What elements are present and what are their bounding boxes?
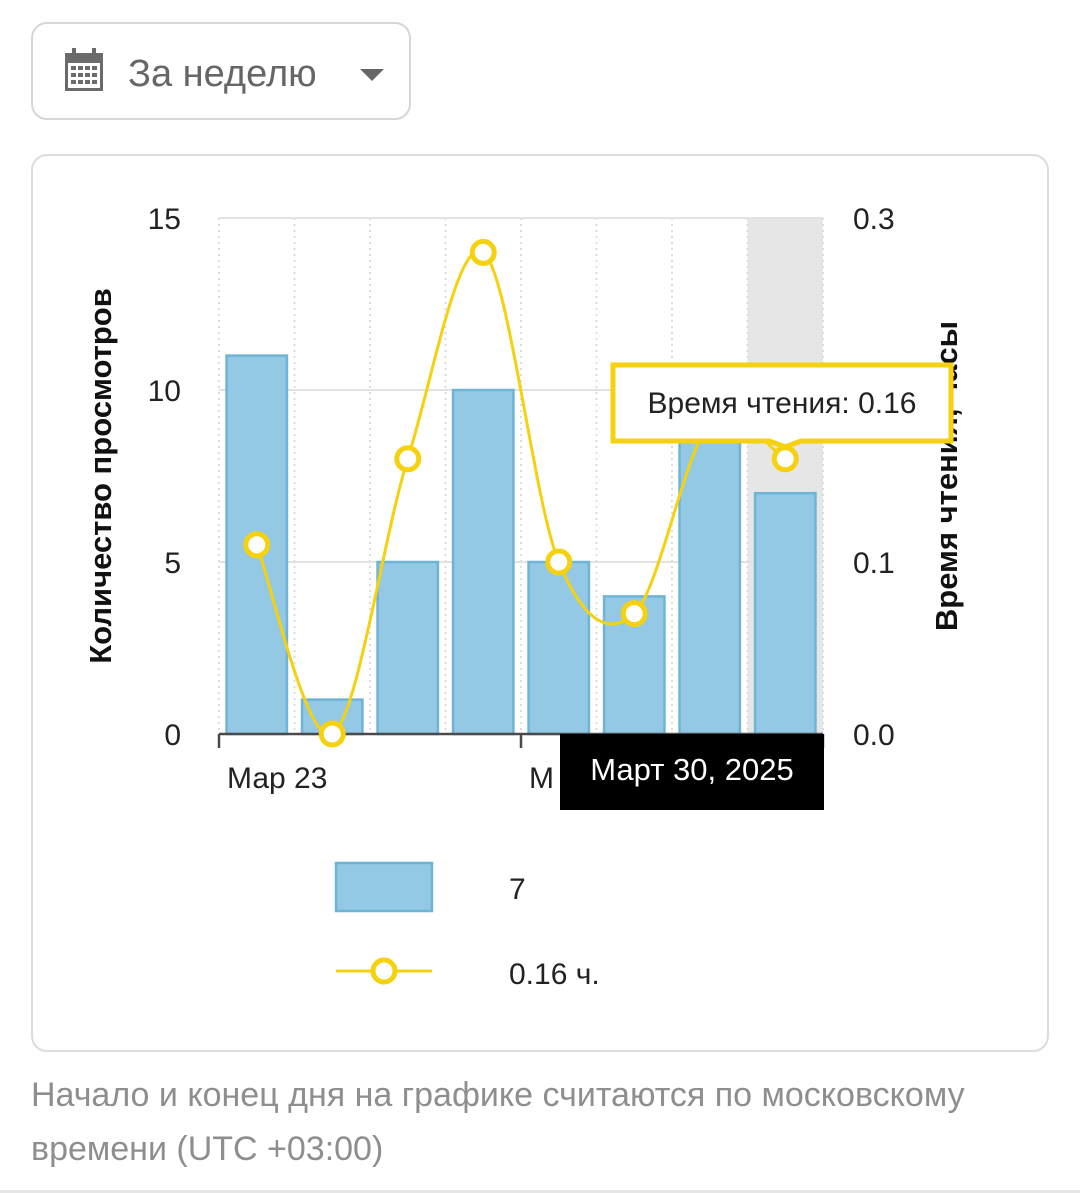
line-point	[771, 445, 799, 473]
period-selector-label: За неделю	[128, 53, 317, 95]
line-point	[394, 445, 422, 473]
line-point	[318, 720, 346, 748]
line-point	[243, 531, 271, 559]
y-right-tick-label: 0.3	[853, 203, 895, 236]
divider	[0, 1190, 1080, 1193]
y-right-tick-label: 0.0	[853, 719, 895, 752]
y-right-tick-label: 0.1	[853, 547, 895, 580]
line-point	[620, 600, 648, 628]
x-date-tooltip	[560, 734, 824, 810]
bar	[376, 560, 440, 736]
period-selector-button[interactable]: За неделю	[31, 22, 411, 120]
line-tooltip	[610, 362, 954, 450]
legend-bar-swatch	[334, 861, 434, 913]
line-point	[469, 238, 497, 266]
bar	[527, 560, 591, 736]
bar	[451, 388, 515, 736]
y-left-tick-label: 10	[148, 375, 181, 408]
legend-line-label: 0.16 ч.	[509, 958, 600, 991]
y-left-tick-label: 15	[148, 203, 181, 236]
line-point	[545, 548, 573, 576]
timezone-footnote: Начало и конец дня на графике считаются …	[31, 1076, 965, 1168]
legend-bar-label: 7	[509, 873, 526, 906]
legend-line-marker	[370, 957, 398, 985]
caret-down-icon	[360, 69, 384, 81]
calendar-icon	[65, 48, 103, 91]
x-tick-label: М	[529, 762, 554, 795]
y-left-tick-label: 0	[164, 719, 181, 752]
y-left-axis-title: Количество просмотров	[83, 288, 118, 664]
x-date-tooltip-text: Март 30, 2025	[590, 752, 793, 787]
x-tick-label: Мар 23	[227, 762, 327, 795]
bar	[753, 491, 817, 736]
line-tooltip-text: Время чтения: 0.16	[648, 387, 917, 420]
bar	[678, 423, 742, 736]
y-left-tick-label: 5	[164, 547, 181, 580]
